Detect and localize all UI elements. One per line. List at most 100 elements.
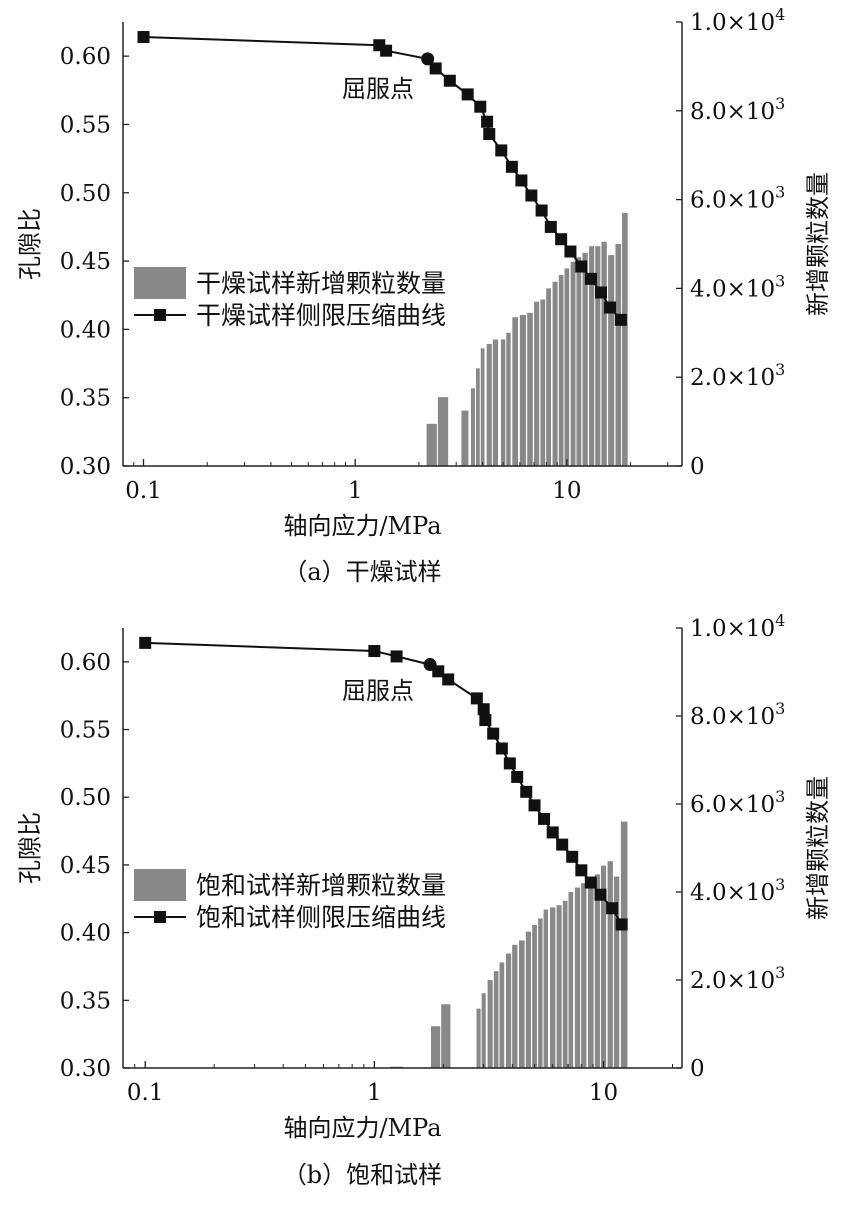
y-right-axis-label: 新增颗粒数量 xyxy=(804,776,832,920)
bar xyxy=(519,940,525,1068)
bar xyxy=(589,246,595,466)
x-tick-label: 1 xyxy=(348,478,363,504)
bar xyxy=(601,241,607,466)
line-marker xyxy=(594,286,607,299)
bar xyxy=(540,299,546,466)
line-marker xyxy=(442,673,455,686)
line-marker xyxy=(477,703,490,716)
y-left-axis-label: 孔隙比 xyxy=(16,812,44,884)
line-marker xyxy=(535,204,548,217)
y-right-tick-label: 6.0×103 xyxy=(690,183,785,214)
y-right-tick-label: 4.0×103 xyxy=(690,875,785,906)
bar xyxy=(581,883,587,1068)
y-right-tick-label: 8.0×103 xyxy=(690,699,785,730)
y-left-tick-label: 0.35 xyxy=(60,386,111,412)
bar xyxy=(461,410,469,466)
bar xyxy=(500,339,506,466)
y-left-tick-label: 0.35 xyxy=(60,988,111,1014)
line-marker xyxy=(481,115,494,128)
bar xyxy=(588,876,594,1068)
line-marker xyxy=(487,727,500,740)
line-marker xyxy=(544,220,557,233)
x-tick-label: 0.1 xyxy=(125,478,162,504)
line-marker xyxy=(515,174,528,187)
line-marker xyxy=(483,128,496,141)
line-marker xyxy=(470,692,483,705)
yield-point-annotation: 屈服点 xyxy=(342,75,414,103)
line-marker xyxy=(564,245,577,258)
x-tick-label: 10 xyxy=(552,478,581,504)
bar xyxy=(574,887,581,1068)
y-right-axis-label: 新增颗粒数量 xyxy=(804,172,832,316)
line-marker xyxy=(556,838,569,851)
line-marker xyxy=(575,864,588,877)
legend-bar-label: 饱和试样新增颗粒数量 xyxy=(196,871,446,900)
bar xyxy=(441,1004,451,1068)
y-right-tick-label: 0 xyxy=(690,454,705,480)
line-series xyxy=(137,31,627,326)
y-right-tick-label: 2.0×103 xyxy=(690,963,785,994)
y-right-tick-label: 6.0×103 xyxy=(690,787,785,818)
bar xyxy=(481,993,486,1068)
bar xyxy=(499,962,505,1068)
line-marker xyxy=(137,31,150,44)
bar xyxy=(622,212,628,466)
line-marker xyxy=(511,770,524,783)
bar xyxy=(426,423,437,466)
bar xyxy=(492,339,499,466)
bar xyxy=(476,1008,481,1068)
line-marker xyxy=(538,812,551,825)
line-marker xyxy=(479,714,492,727)
yield-point-annotation: 屈服点 xyxy=(342,677,414,705)
y-left-tick-label: 0.30 xyxy=(60,454,111,480)
line-marker xyxy=(380,44,393,57)
bar xyxy=(568,892,574,1068)
legend-line-marker xyxy=(154,911,166,923)
line-series xyxy=(139,636,628,931)
line-marker xyxy=(474,100,487,113)
y-right-tick-label: 0 xyxy=(690,1056,705,1082)
line-marker xyxy=(615,918,628,931)
bar xyxy=(506,332,511,466)
y-left-tick-label: 0.55 xyxy=(60,112,111,138)
line-marker xyxy=(429,62,442,75)
bar xyxy=(493,971,499,1068)
bar-series xyxy=(390,821,628,1068)
bar xyxy=(486,343,492,466)
x-axis-label: 轴向应力/MPa xyxy=(283,1114,441,1142)
figure-caption: （b）饱和试样 xyxy=(283,1161,442,1189)
y-left-tick-label: 0.45 xyxy=(60,249,111,275)
y-left-tick-label: 0.45 xyxy=(60,853,111,879)
bar xyxy=(527,312,533,466)
y-right-tick-label: 1.0×104 xyxy=(690,611,785,642)
line-marker xyxy=(495,144,508,157)
bar xyxy=(556,905,562,1068)
line-marker xyxy=(575,260,588,273)
line-marker xyxy=(555,233,568,246)
y-left-tick-label: 0.40 xyxy=(60,317,111,343)
line-marker xyxy=(503,757,516,770)
line-marker xyxy=(520,785,533,798)
legend-line-label: 饱和试样侧限压缩曲线 xyxy=(196,903,446,932)
line-marker xyxy=(584,272,597,285)
legend-bar-swatch xyxy=(134,267,186,299)
line-marker xyxy=(614,313,627,326)
bar xyxy=(519,315,526,466)
line-marker xyxy=(525,189,538,202)
x-axis-label: 轴向应力/MPa xyxy=(283,512,441,540)
y-left-tick-label: 0.60 xyxy=(60,650,111,676)
y-left-tick-label: 0.30 xyxy=(60,1056,111,1082)
line-marker xyxy=(368,645,381,658)
chart-panel-a: 0.30 0.35 0.40 0.45 0.50 0.55 0.60 0 2.0×103 4.0×… xyxy=(16,5,832,586)
line-marker xyxy=(584,876,597,889)
y-left-axis-label: 孔隙比 xyxy=(16,208,44,280)
y-left-tick-label: 0.60 xyxy=(60,44,111,70)
line-marker xyxy=(604,301,617,314)
y-right-tick-label: 8.0×103 xyxy=(690,94,785,125)
line-marker xyxy=(390,650,403,663)
yield-point-marker xyxy=(423,658,437,672)
line-marker xyxy=(139,636,152,649)
